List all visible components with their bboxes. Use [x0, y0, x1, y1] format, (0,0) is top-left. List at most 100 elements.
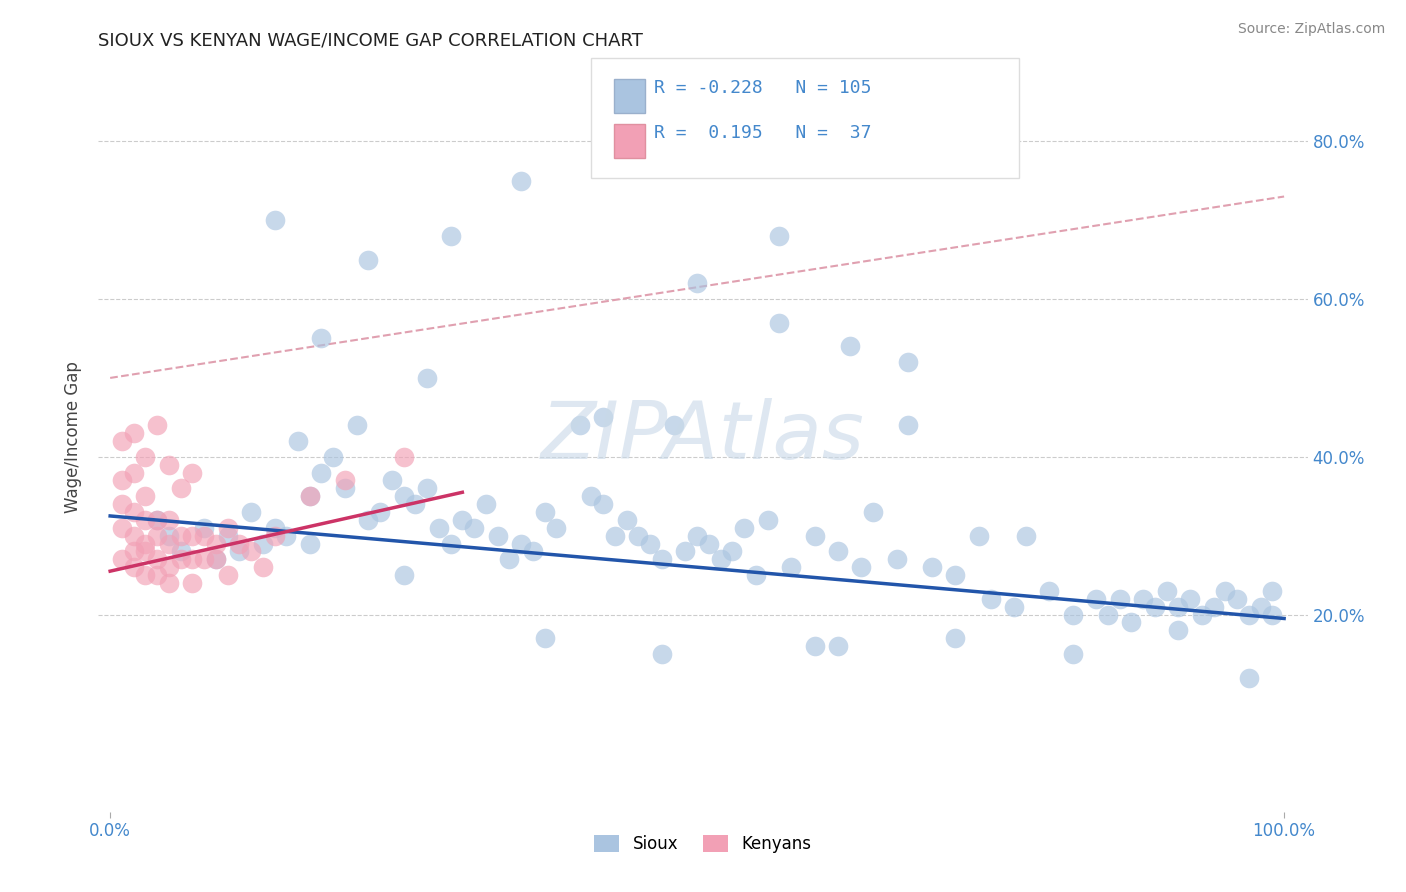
- Point: [134, 513, 156, 527]
- Point: [122, 560, 145, 574]
- Point: [768, 316, 790, 330]
- Point: [733, 521, 755, 535]
- Point: [651, 647, 673, 661]
- Point: [392, 489, 415, 503]
- Point: [756, 513, 779, 527]
- Point: [157, 536, 180, 550]
- Point: [1250, 599, 1272, 614]
- Point: [181, 576, 204, 591]
- Point: [1156, 583, 1178, 598]
- Point: [204, 536, 226, 550]
- Point: [897, 418, 920, 433]
- Point: [392, 450, 415, 464]
- Point: [357, 252, 380, 267]
- Point: [146, 568, 169, 582]
- Point: [134, 544, 156, 558]
- Point: [111, 434, 134, 448]
- Point: [169, 552, 191, 566]
- Point: [333, 474, 356, 488]
- Point: [134, 536, 156, 550]
- Point: [111, 497, 134, 511]
- Point: [157, 529, 180, 543]
- Point: [768, 229, 790, 244]
- Point: [404, 497, 426, 511]
- Point: [662, 418, 685, 433]
- Point: [1002, 599, 1025, 614]
- Text: R = -0.228   N = 105: R = -0.228 N = 105: [654, 79, 872, 97]
- Point: [134, 489, 156, 503]
- Point: [945, 631, 967, 645]
- Point: [1215, 583, 1237, 598]
- Point: [252, 536, 274, 550]
- Legend: Sioux, Kenyans: Sioux, Kenyans: [588, 828, 818, 860]
- Point: [1085, 591, 1108, 606]
- Point: [673, 544, 696, 558]
- Point: [1132, 591, 1154, 606]
- Point: [228, 544, 250, 558]
- Point: [486, 529, 509, 543]
- Point: [803, 529, 825, 543]
- Point: [381, 474, 404, 488]
- Point: [311, 466, 333, 480]
- Point: [298, 489, 321, 503]
- Point: [1237, 671, 1260, 685]
- Point: [1191, 607, 1213, 622]
- Point: [546, 521, 568, 535]
- Point: [228, 536, 250, 550]
- Point: [1097, 607, 1119, 622]
- Point: [1121, 615, 1143, 630]
- Point: [1143, 599, 1166, 614]
- Point: [427, 521, 450, 535]
- Point: [886, 552, 908, 566]
- Point: [780, 560, 803, 574]
- Point: [1108, 591, 1130, 606]
- Point: [1226, 591, 1249, 606]
- Point: [146, 529, 169, 543]
- Point: [193, 529, 215, 543]
- Point: [475, 497, 498, 511]
- Point: [1038, 583, 1060, 598]
- Point: [522, 544, 544, 558]
- Text: ZIPAtlas: ZIPAtlas: [541, 398, 865, 476]
- Point: [181, 529, 204, 543]
- Point: [217, 529, 239, 543]
- Point: [439, 536, 461, 550]
- Point: [686, 529, 709, 543]
- Point: [592, 410, 614, 425]
- Point: [146, 513, 169, 527]
- Point: [146, 418, 169, 433]
- Text: SIOUX VS KENYAN WAGE/INCOME GAP CORRELATION CHART: SIOUX VS KENYAN WAGE/INCOME GAP CORRELAT…: [98, 32, 644, 50]
- Point: [592, 497, 614, 511]
- Point: [287, 434, 309, 448]
- Point: [181, 552, 204, 566]
- Point: [510, 174, 533, 188]
- Point: [193, 521, 215, 535]
- Point: [122, 544, 145, 558]
- Point: [263, 529, 285, 543]
- Point: [838, 339, 860, 353]
- Point: [181, 466, 204, 480]
- Point: [1180, 591, 1202, 606]
- Point: [169, 481, 191, 495]
- Point: [276, 529, 298, 543]
- Point: [111, 521, 134, 535]
- Point: [240, 544, 263, 558]
- Point: [945, 568, 967, 582]
- Point: [921, 560, 943, 574]
- Point: [157, 560, 180, 574]
- Point: [322, 450, 344, 464]
- Point: [463, 521, 485, 535]
- Point: [568, 418, 591, 433]
- Point: [204, 552, 226, 566]
- Point: [134, 568, 156, 582]
- Point: [157, 513, 180, 527]
- Point: [416, 371, 439, 385]
- Point: [298, 489, 321, 503]
- Point: [1062, 607, 1084, 622]
- Point: [1202, 599, 1225, 614]
- Point: [416, 481, 439, 495]
- Point: [603, 529, 626, 543]
- Point: [439, 229, 461, 244]
- Point: [803, 639, 825, 653]
- Point: [851, 560, 873, 574]
